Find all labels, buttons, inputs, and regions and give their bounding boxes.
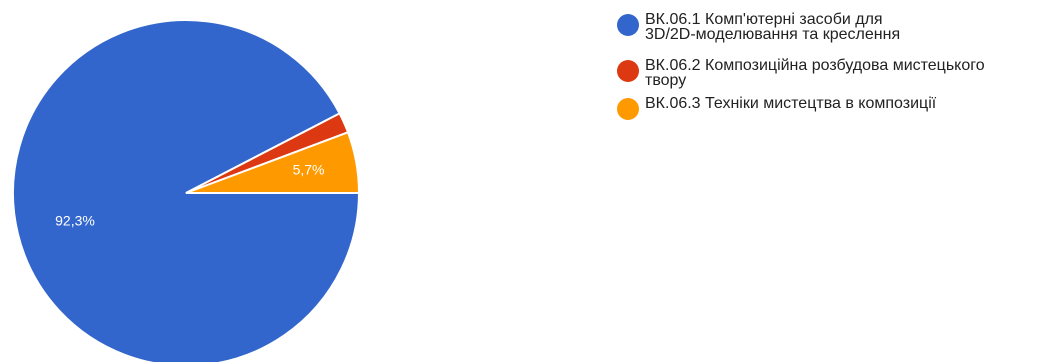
pie-chart: 92,3% 5,7% (12, 19, 361, 362)
pie-slice-label-1: 92,3% (55, 213, 95, 229)
legend-marker-1 (617, 14, 639, 36)
pie-slice-1[interactable] (12, 19, 361, 362)
legend-label-3: ВК.06.3 Техніки мистецтва в композиції (645, 95, 937, 112)
legend-label-2: ВК.06.2 Композиційна розбудова мистецько… (645, 57, 985, 89)
legend-marker-3 (617, 98, 639, 120)
pie-slice-3[interactable] (185, 131, 361, 194)
pie-slice-label-3: 5,7% (293, 161, 325, 177)
legend-label-1: ВК.06.1 Комп'ютерні засоби для 3D/2D-мод… (645, 11, 901, 43)
legend-marker-2 (617, 60, 639, 82)
